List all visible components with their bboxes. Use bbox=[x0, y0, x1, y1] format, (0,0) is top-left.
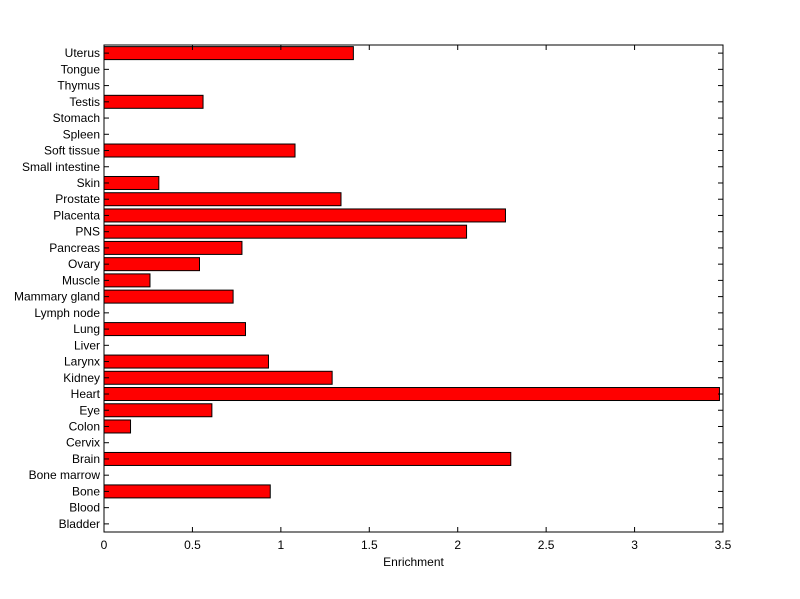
y-tick-label: Mammary gland bbox=[14, 290, 100, 304]
x-tick-label: 0.5 bbox=[184, 538, 201, 552]
bar-mammary-gland bbox=[103, 289, 234, 304]
x-axis-label: Enrichment bbox=[383, 555, 444, 569]
y-tick-label: Tongue bbox=[61, 62, 101, 76]
y-tick-label: Spleen bbox=[63, 127, 100, 141]
bar-eye bbox=[103, 403, 213, 418]
y-tick-label: PNS bbox=[75, 225, 100, 239]
y-tick-label: Eye bbox=[79, 403, 100, 417]
y-tick-label: Bone bbox=[72, 484, 100, 498]
x-tick-label: 3 bbox=[631, 538, 638, 552]
y-tick-label: Uterus bbox=[65, 46, 100, 60]
bar-uterus bbox=[103, 46, 354, 61]
bar-testis bbox=[103, 94, 204, 109]
y-tick-label: Placenta bbox=[53, 208, 100, 222]
y-tick-label: Pancreas bbox=[49, 241, 100, 255]
ticks-group: Uterus Tongue Thymus Testis Stomach Spleen Sof… bbox=[14, 45, 732, 552]
y-tick-label: Thymus bbox=[57, 79, 100, 93]
bar-lung bbox=[103, 322, 246, 337]
bars-group bbox=[103, 46, 720, 499]
y-tick-label: Bone marrow bbox=[29, 468, 101, 482]
bar-skin bbox=[103, 175, 160, 190]
x-tick-label: 1.5 bbox=[361, 538, 378, 552]
y-tick-label: Skin bbox=[77, 176, 100, 190]
y-tick-label: Heart bbox=[71, 387, 101, 401]
bar-bone bbox=[103, 484, 271, 499]
bar-heart bbox=[103, 387, 720, 402]
x-tick-label: 3.5 bbox=[715, 538, 732, 552]
y-tick-label: Brain bbox=[72, 452, 100, 466]
y-tick-label: Larynx bbox=[64, 355, 100, 369]
y-tick-label: Kidney bbox=[63, 371, 100, 385]
bar-placenta bbox=[103, 208, 506, 223]
x-tick-label: 2 bbox=[454, 538, 461, 552]
y-tick-label: Blood bbox=[69, 501, 100, 515]
bar-larynx bbox=[103, 354, 269, 369]
y-tick-label: Soft tissue bbox=[44, 144, 100, 158]
bar-brain bbox=[103, 451, 512, 466]
y-tick-label: Ovary bbox=[68, 257, 100, 271]
y-tick-label: Cervix bbox=[66, 436, 100, 450]
y-tick-label: Liver bbox=[74, 338, 100, 352]
bar-ovary bbox=[103, 257, 200, 272]
bar-soft-tissue bbox=[103, 143, 296, 158]
y-tick-label: Muscle bbox=[62, 273, 100, 287]
y-tick-label: Bladder bbox=[59, 517, 100, 531]
x-tick-label: 2.5 bbox=[538, 538, 555, 552]
y-tick-label: Lung bbox=[73, 322, 100, 336]
bar-muscle bbox=[103, 273, 151, 288]
y-tick-label: Colon bbox=[69, 419, 100, 433]
x-tick-label: 1 bbox=[278, 538, 285, 552]
plot-frame bbox=[103, 44, 724, 533]
bar-pancreas bbox=[103, 240, 243, 255]
bar-kidney bbox=[103, 370, 333, 385]
y-tick-label: Lymph node bbox=[34, 306, 100, 320]
bar-pns bbox=[103, 224, 468, 239]
bar-prostate bbox=[103, 192, 342, 207]
y-tick-label: Prostate bbox=[55, 192, 100, 206]
x-tick-label: 0 bbox=[101, 538, 108, 552]
y-tick-label: Testis bbox=[69, 95, 100, 109]
y-tick-label: Stomach bbox=[53, 111, 100, 125]
y-tick-label: Small intestine bbox=[22, 160, 100, 174]
